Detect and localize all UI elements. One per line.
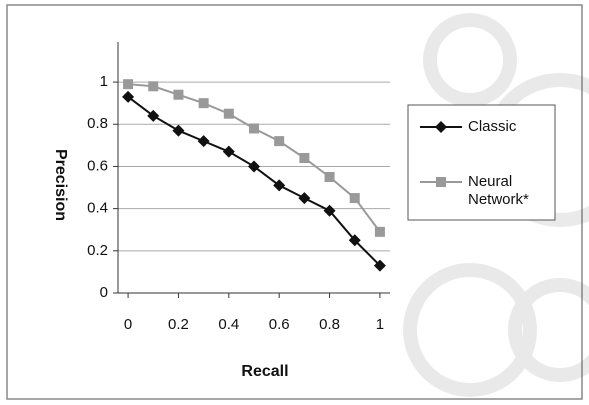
legend-label: Neural Network* — [468, 173, 550, 209]
y-tick-label: 0.2 — [87, 242, 108, 259]
marker — [199, 98, 209, 108]
legend-label: Classic — [468, 118, 550, 136]
y-tick-label: 0.8 — [87, 115, 108, 132]
marker — [299, 153, 309, 163]
x-tick-label: 0 — [124, 316, 132, 333]
x-tick-label: 1 — [376, 316, 384, 333]
x-tick-label: 0.8 — [319, 316, 340, 333]
marker — [350, 193, 360, 203]
x-tick-label: 0.4 — [218, 316, 239, 333]
y-axis-title: Precision — [52, 149, 69, 221]
y-tick-label: 0.6 — [87, 157, 108, 174]
marker — [148, 81, 158, 91]
y-tick-label: 1 — [100, 73, 108, 90]
legend-marker — [436, 177, 446, 187]
x-tick-label: 0.2 — [168, 316, 189, 333]
marker — [325, 172, 335, 182]
y-tick-label: 0 — [100, 284, 108, 301]
marker — [249, 123, 259, 133]
marker — [274, 136, 284, 146]
marker — [173, 90, 183, 100]
marker — [224, 109, 234, 119]
x-axis-title: Recall — [241, 363, 288, 380]
marker — [123, 79, 133, 89]
x-tick-label: 0.6 — [269, 316, 290, 333]
y-tick-label: 0.4 — [87, 200, 108, 217]
marker — [375, 227, 385, 237]
page: Recall Precision 0 0.2 0.4 0.6 0.8 1 0 0.2 0.4 0.… — [0, 0, 589, 405]
